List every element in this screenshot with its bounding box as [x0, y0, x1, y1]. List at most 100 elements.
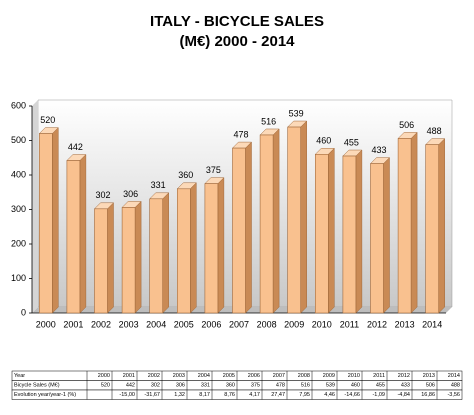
y-tick-label: 100 [11, 273, 26, 283]
table-header-cell: 2007 [273, 373, 285, 379]
y-tick-label: 500 [11, 135, 26, 145]
bar [314, 154, 329, 314]
table-cell: -14,66 [344, 392, 360, 398]
y-tick-label: 400 [11, 169, 26, 179]
table-cell: 8,76 [224, 392, 235, 398]
value-label: 506 [399, 120, 414, 130]
x-tick-label: 2006 [201, 319, 221, 329]
bar-side [272, 128, 280, 314]
y-tick-label: 0 [21, 307, 26, 317]
bar [287, 126, 302, 314]
value-label: 306 [123, 189, 138, 199]
x-tick-label: 2002 [91, 319, 111, 329]
bar [177, 188, 191, 314]
table-cell: -3,56 [447, 392, 460, 398]
value-label: 516 [261, 116, 276, 126]
table-cell: 7,95 [299, 392, 310, 398]
table-cell: 375 [251, 383, 260, 389]
table-cell: 442 [126, 383, 135, 389]
x-tick-label: 2000 [36, 319, 56, 329]
bar [94, 208, 108, 314]
table-header-cell: 2004 [198, 373, 210, 379]
table-cell: 506 [426, 383, 435, 389]
table-cell: 4,46 [324, 392, 335, 398]
row-label: Evolution year/year-1 (%) [14, 392, 76, 398]
bar [38, 133, 53, 314]
table-cell: 302 [151, 383, 160, 389]
chart-subtitle: (M€) 2000 - 2014 [179, 33, 295, 50]
side-wall [32, 100, 38, 313]
table-cell: 516 [301, 383, 310, 389]
table-cell: -1,09 [372, 392, 385, 398]
bar [370, 163, 384, 314]
bar [259, 134, 274, 314]
x-tick-label: 2012 [367, 319, 387, 329]
value-label: 539 [289, 108, 304, 118]
row-label: Bicycle Sales (M€) [14, 383, 60, 389]
bar [425, 144, 440, 314]
value-label: 442 [68, 142, 83, 152]
bar-side [245, 141, 252, 314]
row-label: Year [14, 373, 25, 379]
table-cell: -15,00 [119, 392, 135, 398]
bar-side [328, 147, 335, 314]
table-header-cell: 2014 [448, 373, 460, 379]
chart-title: ITALY - BICYCLE SALES [150, 13, 324, 30]
table-cell: 8,17 [199, 392, 210, 398]
table-header-cell: 2011 [373, 373, 385, 379]
bar-side [107, 202, 114, 314]
bar-side [162, 192, 169, 314]
bar-side [438, 138, 445, 314]
table-cell: 27,47 [271, 392, 285, 398]
value-label: 460 [316, 136, 331, 146]
y-tick-label: 300 [11, 204, 26, 214]
table-cell: 455 [376, 383, 385, 389]
bar [232, 147, 246, 314]
table-cell: 4,17 [249, 392, 260, 398]
table-header-cell: 2012 [398, 373, 410, 379]
x-tick-label: 2011 [340, 319, 359, 329]
x-tick-label: 2003 [119, 319, 139, 329]
table-cell: 539 [326, 383, 335, 389]
x-tick-label: 2014 [422, 319, 442, 329]
y-tick-label: 600 [11, 100, 26, 110]
x-tick-label: 2004 [146, 319, 166, 329]
value-label: 478 [233, 129, 248, 139]
x-tick-label: 2009 [284, 319, 304, 329]
bar [149, 198, 163, 314]
bar-side [300, 120, 307, 314]
table-header-cell: 2013 [423, 373, 435, 379]
bar [204, 183, 219, 314]
value-label: 360 [178, 170, 193, 180]
table-cell: 520 [101, 383, 110, 389]
table-header-cell: 2005 [223, 373, 235, 379]
value-label: 488 [427, 126, 442, 136]
bar-side [217, 177, 225, 314]
x-tick-label: 2007 [229, 319, 249, 329]
bar [121, 207, 136, 314]
bar [66, 160, 81, 314]
value-label: 375 [206, 165, 221, 175]
bar-side [52, 126, 59, 314]
x-tick-label: 2013 [395, 319, 415, 329]
table-cell: 16,86 [421, 392, 435, 398]
table-header-cell: 2002 [148, 373, 160, 379]
table-header-cell: 2009 [323, 373, 335, 379]
x-tick-label: 2010 [312, 319, 332, 329]
table-cell: -4,84 [397, 392, 410, 398]
bar [342, 155, 357, 314]
table-header-cell: 2008 [298, 373, 310, 379]
table-cell: 488 [451, 383, 460, 389]
table-cell: 433 [401, 383, 410, 389]
x-tick-label: 2005 [174, 319, 194, 329]
table-header-cell: 2003 [173, 373, 185, 379]
bar [397, 138, 412, 314]
table-header-cell: 2010 [348, 373, 360, 379]
value-label: 302 [95, 190, 110, 200]
x-tick-label: 2008 [257, 319, 277, 329]
y-tick-label: 200 [11, 238, 26, 248]
table-cell: 460 [351, 383, 360, 389]
table-cell: 360 [226, 383, 235, 389]
